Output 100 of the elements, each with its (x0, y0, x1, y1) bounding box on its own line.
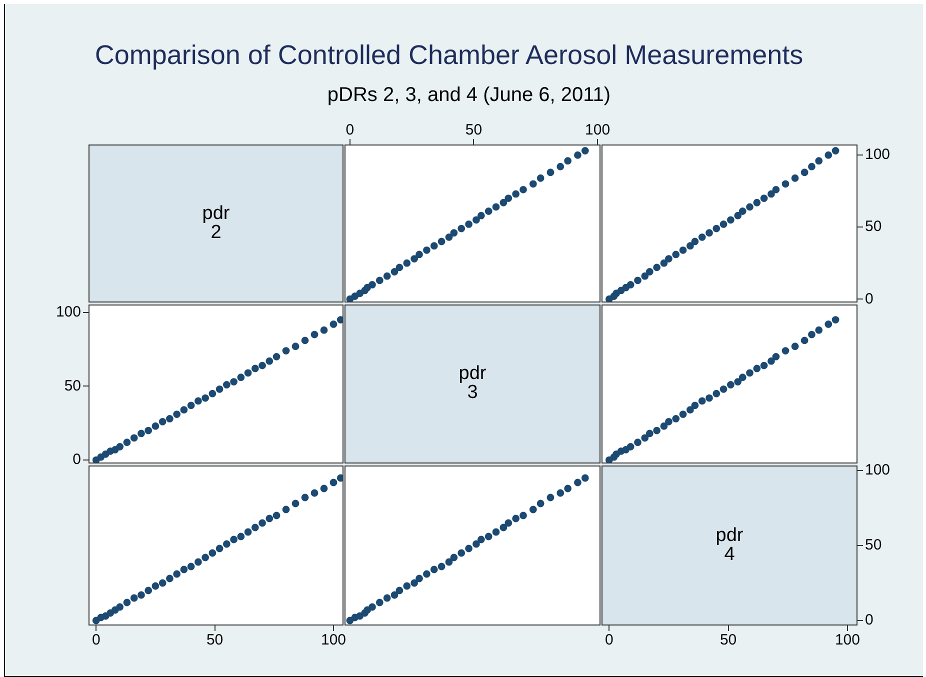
point (423, 246, 430, 254)
point (546, 168, 554, 176)
point (472, 540, 480, 548)
point (336, 316, 343, 324)
point (832, 316, 840, 324)
point (634, 438, 642, 446)
point (815, 326, 823, 334)
point (738, 374, 746, 382)
point (258, 519, 266, 527)
point (768, 357, 775, 365)
point (768, 190, 775, 198)
point (512, 514, 520, 522)
point (292, 500, 300, 508)
point (465, 220, 472, 228)
text: pdr (202, 202, 230, 224)
point (734, 212, 742, 220)
point (808, 162, 816, 170)
point (720, 385, 728, 393)
text: pdr (458, 363, 486, 384)
point (458, 549, 466, 557)
point (520, 186, 527, 194)
point (665, 255, 672, 262)
y-tick-label: 100 (865, 146, 890, 164)
point (301, 336, 309, 344)
point (138, 430, 145, 438)
x-tick-label: 0 (346, 122, 354, 139)
annotation: 4 (724, 544, 735, 564)
text: 2 (210, 222, 222, 242)
point (581, 147, 589, 154)
point (282, 347, 290, 354)
x-tick-label: 50 (465, 122, 482, 139)
point (626, 443, 634, 450)
point (536, 174, 544, 182)
point (698, 397, 706, 405)
point (416, 250, 423, 258)
point (403, 582, 411, 590)
point (746, 369, 754, 377)
point (208, 549, 216, 557)
point (208, 390, 216, 398)
point (626, 281, 634, 288)
point (500, 198, 508, 206)
point (320, 326, 328, 334)
point (166, 415, 174, 422)
point (272, 352, 280, 360)
point (116, 603, 124, 611)
point (634, 276, 642, 284)
point (194, 397, 202, 405)
point (310, 489, 318, 497)
point (504, 194, 512, 202)
point (726, 216, 734, 224)
point (330, 320, 338, 328)
y-tick-label: 50 (865, 536, 882, 554)
point (222, 381, 230, 388)
point (403, 259, 411, 267)
point (556, 489, 564, 497)
point (450, 554, 458, 562)
point (536, 500, 544, 508)
point (266, 514, 274, 522)
point (368, 603, 376, 611)
point (800, 336, 808, 344)
point (726, 381, 734, 388)
text: pDRs 2, 3, and 4 (June 6, 2011) (326, 84, 612, 107)
point (144, 426, 152, 434)
point (320, 484, 328, 492)
point (546, 494, 554, 502)
point (772, 186, 780, 194)
point (138, 591, 145, 599)
point (216, 385, 224, 393)
point (529, 180, 537, 188)
point (216, 544, 224, 552)
point (430, 566, 438, 574)
point (244, 528, 252, 536)
point (529, 506, 537, 514)
y-tick-label: 0 (865, 290, 874, 308)
point (266, 357, 274, 365)
point (686, 242, 694, 250)
point (581, 474, 589, 482)
point (423, 570, 430, 578)
point (556, 162, 564, 170)
point (258, 362, 266, 370)
point (477, 536, 485, 544)
point (492, 203, 500, 211)
point (396, 264, 404, 272)
point (706, 229, 713, 237)
point (734, 378, 742, 386)
y-tick-label: 100 (865, 462, 890, 479)
point (660, 259, 668, 267)
point (166, 574, 174, 582)
point (390, 591, 398, 599)
point (672, 250, 680, 258)
point (450, 229, 458, 237)
point (672, 415, 680, 422)
point (484, 532, 492, 540)
y-tick-label: 50 (64, 377, 81, 394)
point (458, 224, 466, 232)
point (158, 579, 166, 587)
point (158, 418, 166, 426)
point (396, 586, 404, 594)
point (376, 598, 384, 606)
point (180, 566, 188, 574)
